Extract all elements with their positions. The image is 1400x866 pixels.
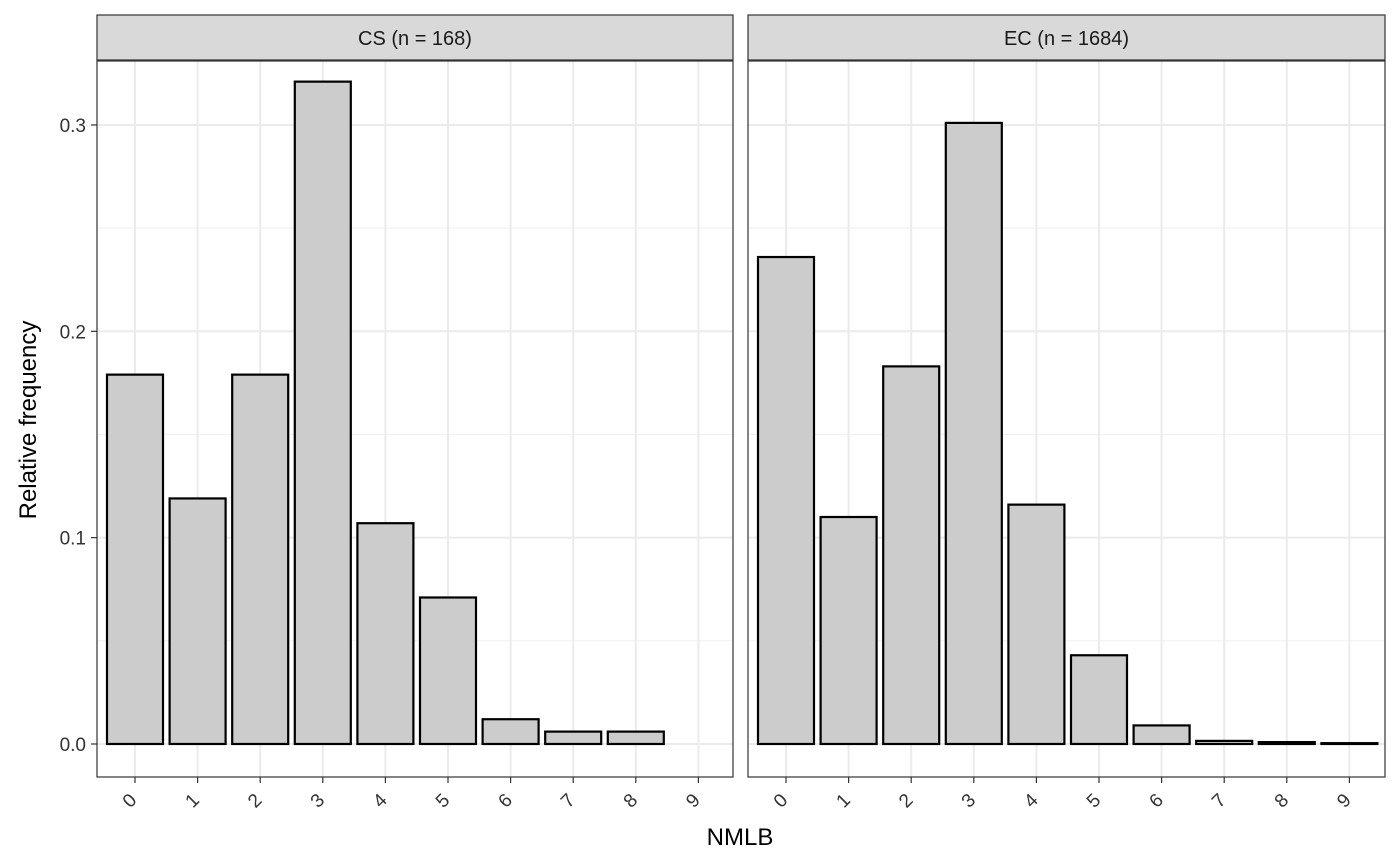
x-tick-label: 1 xyxy=(833,790,855,812)
x-tick-label: 5 xyxy=(1083,790,1105,812)
bar xyxy=(756,255,816,746)
facet-strip xyxy=(747,14,1386,61)
facet-strip-label: CS (n = 168) xyxy=(358,28,472,50)
x-tick-label: 8 xyxy=(620,790,642,812)
bar xyxy=(1132,724,1191,746)
x-tick-label: 5 xyxy=(432,790,454,812)
x-tick-label: 8 xyxy=(1271,790,1293,812)
bar xyxy=(293,80,352,746)
y-tick-label: 0.0 xyxy=(60,735,86,756)
bar xyxy=(1007,503,1066,746)
x-tick-label: 9 xyxy=(1333,790,1355,812)
x-tick-label: 0 xyxy=(119,790,141,812)
panel-border xyxy=(747,60,1386,778)
bar xyxy=(1195,739,1254,746)
facet-strip-label: EC (n = 1684) xyxy=(1004,28,1129,50)
x-tick-label: 4 xyxy=(369,790,392,813)
facet-panel: EC (n = 1684) 0 1 2 3 4 5 6 7 8 9 xyxy=(747,14,1386,813)
x-axis-title: NMLB xyxy=(707,824,774,851)
bar xyxy=(168,497,227,746)
bar xyxy=(882,365,941,746)
panels-layer: CS (n = 168) 0 1 2 3 4 5 6 7 8 9 EC (n = 1684) 0 1 2 3 4… xyxy=(96,14,1386,813)
bar xyxy=(231,373,290,746)
x-tick-label: 6 xyxy=(495,790,517,812)
facet-strip xyxy=(96,14,734,61)
bar xyxy=(1257,741,1316,746)
x-tick-label: 4 xyxy=(1020,790,1043,813)
bar xyxy=(1320,742,1379,746)
bar xyxy=(356,522,415,746)
x-tick-label: 1 xyxy=(182,790,204,812)
panel-border xyxy=(96,60,734,778)
x-tick-label: 7 xyxy=(1208,790,1230,812)
y-axis-title: Relative frequency xyxy=(15,321,42,520)
bar xyxy=(944,121,1003,746)
x-tick-label: 2 xyxy=(895,790,917,812)
x-tick-label: 7 xyxy=(557,790,579,812)
bar xyxy=(1069,654,1129,746)
y-tick-label: 0.3 xyxy=(60,116,86,137)
x-tick-label: 9 xyxy=(682,790,704,812)
bar xyxy=(418,596,478,746)
bar xyxy=(819,515,878,746)
x-tick-label: 6 xyxy=(1146,790,1168,812)
bar xyxy=(606,730,665,746)
x-tick-label: 0 xyxy=(770,790,792,812)
bar xyxy=(481,718,540,746)
bar xyxy=(544,730,603,746)
x-tick-label: 3 xyxy=(307,790,329,812)
y-tick-label: 0.1 xyxy=(60,529,86,550)
facet-panel: CS (n = 168) 0 1 2 3 4 5 6 7 8 9 xyxy=(96,14,734,813)
y-axis: 0.0 0.1 0.2 0.3 xyxy=(60,116,97,756)
x-tick-label: 3 xyxy=(958,790,980,812)
y-tick-label: 0.2 xyxy=(60,322,86,343)
x-tick-label: 2 xyxy=(244,790,266,812)
bar xyxy=(105,373,165,746)
